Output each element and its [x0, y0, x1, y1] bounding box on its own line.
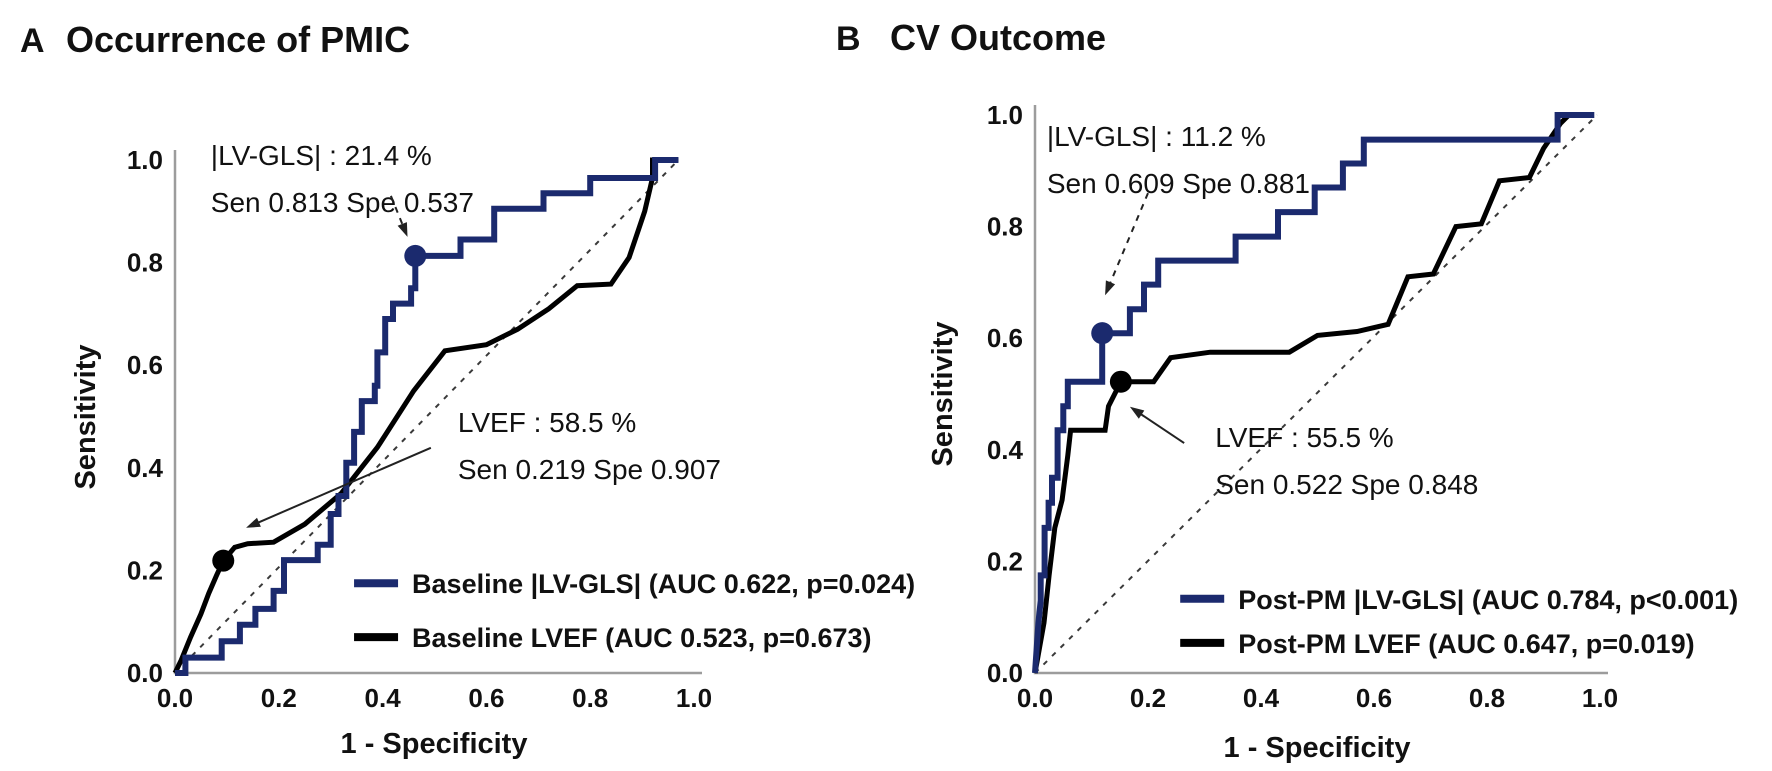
panel-a-annotation-text: Sen 0.813 Spe 0.537 [211, 187, 474, 218]
panel-b-group: B CV Outcome 0.0 0.2 0.4 0.6 0.8 1.0 0.0 0.2 0.4 0.… [836, 17, 1738, 764]
panel-a-x-tick-label: 0.8 [572, 683, 608, 713]
panel-a-cutoff-marker-0 [404, 244, 427, 267]
panel-b-y-tick-label: 0.8 [987, 212, 1023, 242]
panel-a-label: A [20, 22, 45, 60]
panel-a-group: A Occurrence of PMIC 0.0 0.2 0.4 0.6 0.8 1.0 0.0… [20, 19, 915, 760]
panel-b-x-tick-label: 1.0 [1582, 683, 1618, 713]
panel-b-x-tick-label: 0.8 [1469, 683, 1505, 713]
panel-b-annotation-arrowhead [1105, 280, 1116, 296]
panel-a-annotation-arrowhead [246, 517, 261, 528]
panel-a-roc-curve-0 [175, 157, 679, 676]
panel-b-x-tick-label: 0.2 [1130, 683, 1166, 713]
panel-b-cutoff-marker-1 [1109, 370, 1132, 393]
panel-b-y-tick-label: 0.0 [987, 658, 1023, 688]
panel-a-annotation-arrow-line [389, 195, 404, 227]
panel-a-y-axis-title: Sensitivity [70, 344, 102, 489]
panel-b-roc-curve-1 [1032, 113, 1571, 674]
panel-b-reference-diagonal [1034, 114, 1598, 674]
panel-b-annotation-arrow-line [1108, 192, 1149, 285]
panel-a-y-tick-label: 1.0 [127, 145, 163, 175]
panel-a-cutoff-marker-1 [212, 549, 235, 572]
panel-b-legend-label-0: Post-PM |LV-GLS| (AUC 0.784, p<0.001) [1238, 585, 1738, 615]
panel-b-title: CV Outcome [890, 17, 1106, 58]
panel-a-y-tick-label: 0.6 [127, 350, 163, 380]
panel-a-x-tick-label: 0.4 [365, 683, 402, 713]
panel-a-annotation-arrowhead [397, 222, 408, 237]
panel-a-legend-label-0: Baseline |LV-GLS| (AUC 0.622, p=0.024) [412, 569, 915, 599]
panel-b-roc-curve-0 [1032, 112, 1595, 674]
panel-b-annotation-text: LVEF : 55.5 % [1215, 422, 1393, 453]
panel-a-legend-label-1: Baseline LVEF (AUC 0.523, p=0.673) [412, 623, 871, 653]
panel-a-x-tick-label: 0.0 [157, 683, 193, 713]
panel-b-x-tick-label: 0.6 [1356, 683, 1392, 713]
panel-b-annotation-arrow-line [1139, 412, 1185, 444]
panel-b-x-tick-label: 0.0 [1017, 683, 1053, 713]
panel-b-x-axis-title: 1 - Specificity [1224, 732, 1411, 764]
panel-a-y-tick-label: 0.4 [127, 453, 164, 483]
panel-a-y-tick-label: 0.0 [127, 658, 163, 688]
panel-b-y-tick-label: 1.0 [987, 100, 1023, 130]
panel-b-annotation-text: Sen 0.522 Spe 0.848 [1215, 469, 1478, 500]
panel-b-y-axis-title: Sensitivity [927, 321, 959, 466]
panel-a-annotation-text: LVEF : 58.5 % [458, 407, 636, 438]
panel-a-annotation-text: Sen 0.219 Spe 0.907 [458, 454, 721, 485]
panel-b-y-tick-label: 0.6 [987, 323, 1023, 353]
panel-b-annotation-arrowhead [1129, 406, 1145, 419]
panel-b-label: B [836, 20, 861, 58]
panel-b-x-tick-label: 0.4 [1243, 683, 1280, 713]
panel-a-annotation-text: |LV-GLS| : 21.4 % [211, 140, 432, 171]
panel-a-roc-curve-1 [172, 157, 679, 675]
panel-b-cutoff-marker-0 [1091, 322, 1114, 345]
panel-a-x-axis-title: 1 - Specificity [341, 728, 528, 760]
panel-a-x-tick-label: 0.2 [261, 683, 297, 713]
panel-a-annotation-arrow-line [256, 446, 432, 524]
panel-b-legend-label-1: Post-PM LVEF (AUC 0.647, p=0.019) [1238, 629, 1694, 659]
panel-b-annotation-text: |LV-GLS| : 11.2 % [1047, 121, 1266, 152]
panel-a-title: Occurrence of PMIC [66, 19, 410, 60]
panel-a-x-tick-label: 1.0 [676, 683, 712, 713]
panel-b-annotation-text: Sen 0.609 Spe 0.881 [1047, 168, 1310, 199]
panel-a-y-tick-label: 0.8 [127, 248, 163, 278]
panel-a-y-tick-label: 0.2 [127, 555, 163, 585]
panel-b-y-tick-label: 0.2 [987, 546, 1023, 576]
panel-a-x-tick-label: 0.6 [468, 683, 504, 713]
panel-b-y-tick-label: 0.4 [987, 435, 1024, 465]
